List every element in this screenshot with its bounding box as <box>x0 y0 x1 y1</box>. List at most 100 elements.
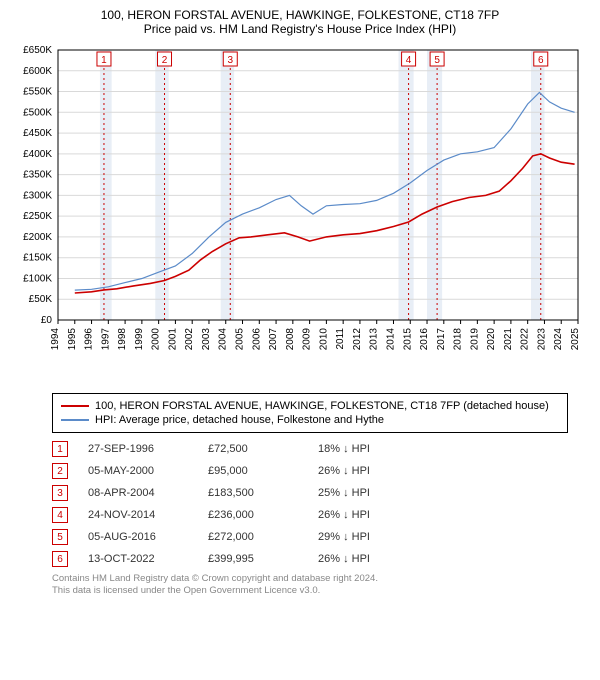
y-tick-label: £500K <box>23 107 52 118</box>
row-date: 05-AUG-2016 <box>88 531 208 543</box>
legend-item: 100, HERON FORSTAL AVENUE, HAWKINGE, FOL… <box>61 400 559 412</box>
y-tick-label: £600K <box>23 66 52 77</box>
row-marker: 1 <box>52 441 68 457</box>
table-row: 2 05-MAY-2000£95,00026% ↓ HPI <box>52 463 568 479</box>
table-row: 6 13-OCT-2022£399,99526% ↓ HPI <box>52 551 568 567</box>
legend-item: HPI: Average price, detached house, Folk… <box>61 414 559 426</box>
row-date: 24-NOV-2014 <box>88 509 208 521</box>
title-line-1: 100, HERON FORSTAL AVENUE, HAWKINGE, FOL… <box>12 8 588 22</box>
x-tick-label: 2004 <box>218 328 229 351</box>
marker-num: 6 <box>538 55 544 66</box>
row-marker: 4 <box>52 507 68 523</box>
marker-num: 2 <box>162 55 168 66</box>
x-tick-label: 2003 <box>201 328 212 351</box>
row-price: £72,500 <box>208 443 318 455</box>
x-tick-label: 2002 <box>184 328 195 351</box>
x-tick-label: 2009 <box>302 328 313 351</box>
row-pct: 26% ↓ HPI <box>318 553 438 565</box>
y-tick-label: £450K <box>23 128 52 139</box>
x-tick-label: 2018 <box>453 328 464 351</box>
x-tick-label: 1995 <box>67 328 78 351</box>
footer-line-2: This data is licensed under the Open Gov… <box>52 585 568 597</box>
chart-svg: £0 £50K £100K £150K £200K £250K £300K £350K £400… <box>12 42 588 382</box>
y-tick-label: £650K <box>23 45 52 56</box>
row-price: £399,995 <box>208 553 318 565</box>
marker-num: 5 <box>434 55 440 66</box>
y-tick-label: £0 <box>41 315 53 326</box>
row-pct: 26% ↓ HPI <box>318 465 438 477</box>
row-price: £183,500 <box>208 487 318 499</box>
row-pct: 25% ↓ HPI <box>318 487 438 499</box>
x-tick-label: 1998 <box>117 328 128 351</box>
vband <box>221 50 234 320</box>
marker-num: 1 <box>101 55 107 66</box>
x-tick-label: 2025 <box>570 328 581 351</box>
row-date: 05-MAY-2000 <box>88 465 208 477</box>
x-tick-label: 2024 <box>553 328 564 351</box>
row-date: 13-OCT-2022 <box>88 553 208 565</box>
legend: 100, HERON FORSTAL AVENUE, HAWKINGE, FOL… <box>52 393 568 433</box>
row-marker: 6 <box>52 551 68 567</box>
row-price: £95,000 <box>208 465 318 477</box>
footer: Contains HM Land Registry data © Crown c… <box>52 573 568 598</box>
x-tick-label: 2007 <box>268 328 279 351</box>
x-tick-label: 2001 <box>167 328 178 351</box>
y-tick-label: £350K <box>23 170 52 181</box>
row-date: 08-APR-2004 <box>88 487 208 499</box>
row-date: 27-SEP-1996 <box>88 443 208 455</box>
y-tick-label: £300K <box>23 190 52 201</box>
x-tick-label: 1996 <box>84 328 95 351</box>
x-tick-label: 2013 <box>369 328 380 351</box>
y-tick-label: £150K <box>23 253 52 264</box>
row-price: £272,000 <box>208 531 318 543</box>
legend-swatch <box>61 405 89 407</box>
x-tick-label: 2021 <box>503 328 514 351</box>
x-tick-label: 2020 <box>486 328 497 351</box>
x-tick-label: 2012 <box>352 328 363 351</box>
title-block: 100, HERON FORSTAL AVENUE, HAWKINGE, FOL… <box>12 8 588 36</box>
y-tick-label: £50K <box>29 294 53 305</box>
legend-swatch <box>61 419 89 421</box>
row-pct: 26% ↓ HPI <box>318 509 438 521</box>
x-tick-label: 2015 <box>402 328 413 351</box>
x-tick-label: 2000 <box>151 328 162 351</box>
y-tick-label: £550K <box>23 87 52 98</box>
vband <box>427 50 442 320</box>
legend-label: 100, HERON FORSTAL AVENUE, HAWKINGE, FOL… <box>95 400 549 412</box>
table-row: 1 27-SEP-1996£72,50018% ↓ HPI <box>52 441 568 457</box>
row-pct: 18% ↓ HPI <box>318 443 438 455</box>
x-tick-label: 2017 <box>436 328 447 351</box>
vband <box>100 50 112 320</box>
x-tick-label: 2010 <box>318 328 329 351</box>
x-tick-label: 2022 <box>520 328 531 351</box>
table-row: 3 08-APR-2004£183,50025% ↓ HPI <box>52 485 568 501</box>
x-tick-label: 2014 <box>385 328 396 351</box>
row-price: £236,000 <box>208 509 318 521</box>
marker-num: 4 <box>406 55 412 66</box>
row-marker: 3 <box>52 485 68 501</box>
y-tick-label: £200K <box>23 232 52 243</box>
x-tick-label: 2023 <box>536 328 547 351</box>
title-line-2: Price paid vs. HM Land Registry's House … <box>12 22 588 36</box>
x-tick-label: 2011 <box>335 328 346 350</box>
row-marker: 2 <box>52 463 68 479</box>
chart: £0 £50K £100K £150K £200K £250K £300K £350K £400… <box>12 42 588 387</box>
y-tick-label: £250K <box>23 211 52 222</box>
row-pct: 29% ↓ HPI <box>318 531 438 543</box>
y-tick-label: £100K <box>23 273 52 284</box>
x-tick-label: 2005 <box>235 328 246 351</box>
row-marker: 5 <box>52 529 68 545</box>
x-tick-label: 1997 <box>100 328 111 351</box>
x-tick-label: 1994 <box>50 328 61 351</box>
legend-label: HPI: Average price, detached house, Folk… <box>95 414 384 426</box>
footer-line-1: Contains HM Land Registry data © Crown c… <box>52 573 568 585</box>
x-tick-label: 1999 <box>134 328 145 351</box>
marker-num: 3 <box>227 55 233 66</box>
x-tick-label: 2019 <box>469 328 480 351</box>
x-tick-label: 2016 <box>419 328 430 351</box>
transactions-table: 1 27-SEP-1996£72,50018% ↓ HPI 2 05-MAY-2000… <box>52 441 568 567</box>
x-tick-label: 2008 <box>285 328 296 351</box>
vband <box>531 50 544 320</box>
y-tick-label: £400K <box>23 149 52 160</box>
table-row: 5 05-AUG-2016£272,00029% ↓ HPI <box>52 529 568 545</box>
